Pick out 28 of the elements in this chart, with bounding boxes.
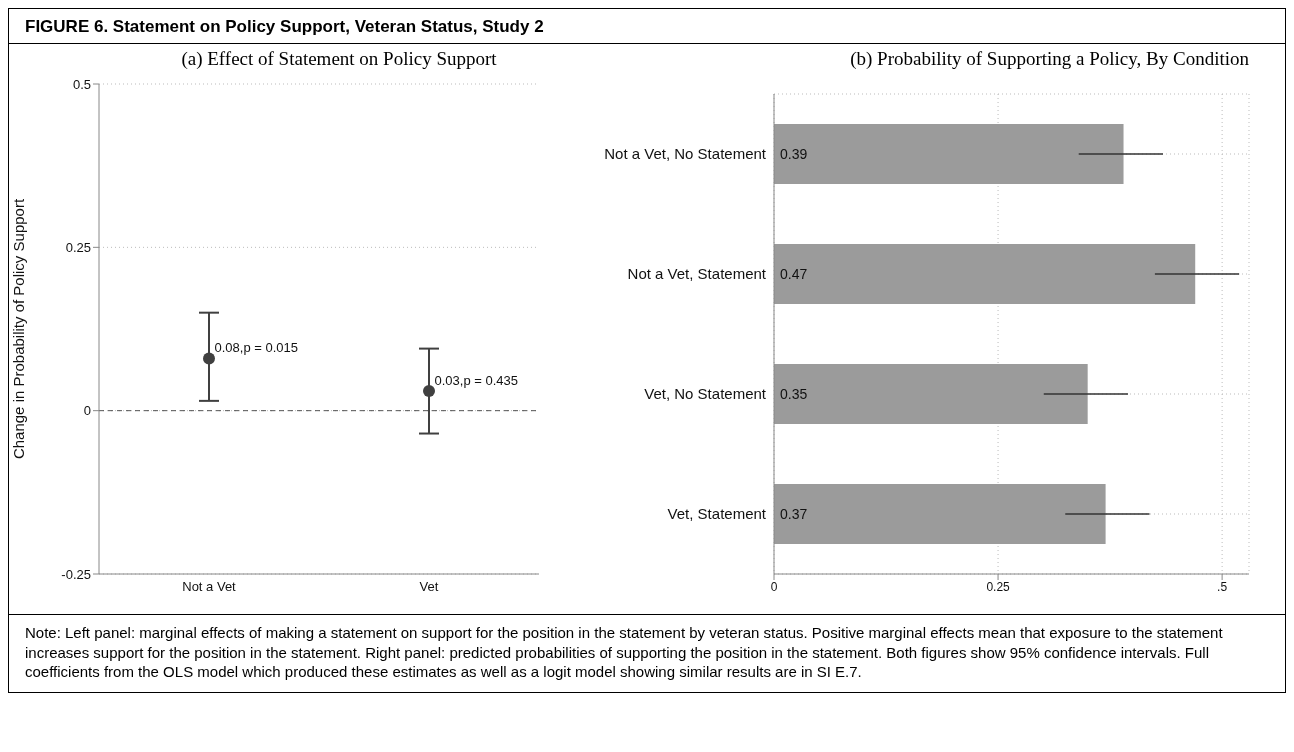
text: Note: Left panel: marginal effects of making a statement on support for the position in the statement by veteran status. Positive marginal effects mean that exposure to the statement increases support for the position in the statement. Right panel: predicted probabilities of supporting the position in the statement. Both figures show 95% confidence intervals. Full coefficients from the OLS model which produced these estimates as well as a logit model showing similar results are in SI E.7. <box>24 623 1224 682</box>
x-tick-label: 0 <box>770 579 778 594</box>
y-tick-label: Vet, No Statement <box>644 385 767 403</box>
y-tick-label: 0.25 <box>65 239 91 255</box>
chart-subtitle: (a) Effect of Statement on Policy Support <box>180 48 498 71</box>
y-tick-label: 0.5 <box>72 76 91 92</box>
bar <box>774 124 1124 184</box>
y-tick-label: Vet, Statement <box>667 505 767 523</box>
bar <box>774 364 1088 424</box>
data-label: 0.39 <box>780 146 808 162</box>
y-tick-label: -0.25 <box>61 566 91 582</box>
x-tick-label: 0.25 <box>986 579 1011 594</box>
x-tick-label: Not a Vet <box>182 579 237 595</box>
y-tick-label: 0 <box>83 403 91 419</box>
data-label: 0.03,p = 0.435 <box>434 372 518 388</box>
data-label: 0.35 <box>780 386 808 402</box>
x-tick-label: .5 <box>1217 579 1228 594</box>
y-tick-label: Not a Vet, No Statement <box>604 145 767 163</box>
bar <box>774 484 1106 544</box>
data-label: 0.08,p = 0.015 <box>214 339 298 355</box>
y-axis-title: Change in Probability of Policy Support <box>10 198 28 460</box>
chart-title: FIGURE 6. Statement on Policy Support, Veteran Status, Study 2 <box>9 9 1285 44</box>
y-tick-label: Not a Vet, Statement <box>627 265 767 283</box>
data-label: 0.47 <box>780 266 808 282</box>
bar <box>774 244 1196 304</box>
x-tick-label: Vet <box>419 579 439 595</box>
data-label: 0.37 <box>780 506 808 522</box>
chart-title: (b) Probability of Supporting a Policy, By Condition <box>849 48 1250 71</box>
